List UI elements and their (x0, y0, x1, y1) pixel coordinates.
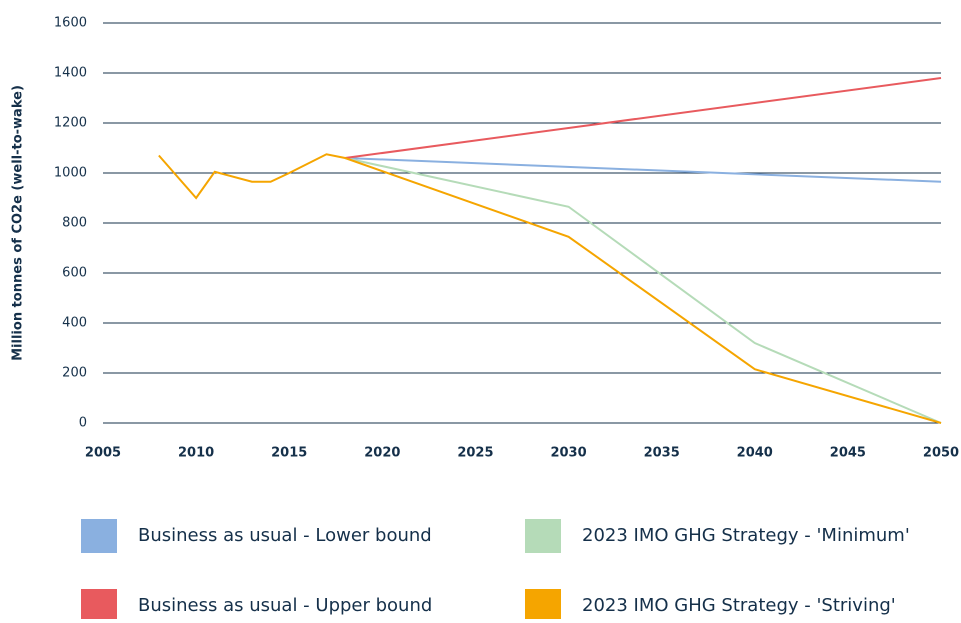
series-line (345, 157, 942, 183)
legend-label: Business as usual - Lower bound (138, 525, 432, 546)
legend-swatch (525, 589, 561, 623)
y-tick-label: 1000 (54, 166, 87, 181)
x-tick-label: 2040 (737, 446, 773, 461)
series-line (158, 153, 942, 424)
legend-label: Business as usual - Upper bound (138, 595, 432, 616)
y-tick-label: 1600 (54, 16, 87, 31)
series-line (344, 157, 942, 424)
legend-swatch (81, 589, 117, 623)
y-tick-label: 1400 (54, 66, 87, 81)
y-tick-label: 400 (62, 316, 87, 331)
x-tick-label: 2020 (364, 446, 400, 461)
x-tick-label: 2015 (271, 446, 307, 461)
legend-swatch (525, 519, 561, 553)
x-tick-label: 2025 (457, 446, 493, 461)
x-tick-label: 2045 (830, 446, 866, 461)
y-tick-label: 0 (79, 416, 87, 431)
legend-label: 2023 IMO GHG Strategy - 'Striving' (582, 595, 896, 616)
legend-label: 2023 IMO GHG Strategy - 'Minimum' (582, 525, 910, 546)
y-tick-label: 600 (62, 266, 87, 281)
x-tick-label: 2010 (178, 446, 214, 461)
y-tick-label: 200 (62, 366, 87, 381)
y-tick-label: 800 (62, 216, 87, 231)
x-tick-label: 2030 (550, 446, 586, 461)
series-line (344, 77, 942, 159)
y-axis-label: Million tonnes of CO2e (well-to-wake) (11, 85, 26, 361)
y-tick-label: 1200 (54, 116, 87, 131)
legend-swatch (81, 519, 117, 553)
x-tick-label: 2050 (923, 446, 959, 461)
x-tick-label: 2005 (85, 446, 121, 461)
x-tick-label: 2035 (644, 446, 680, 461)
